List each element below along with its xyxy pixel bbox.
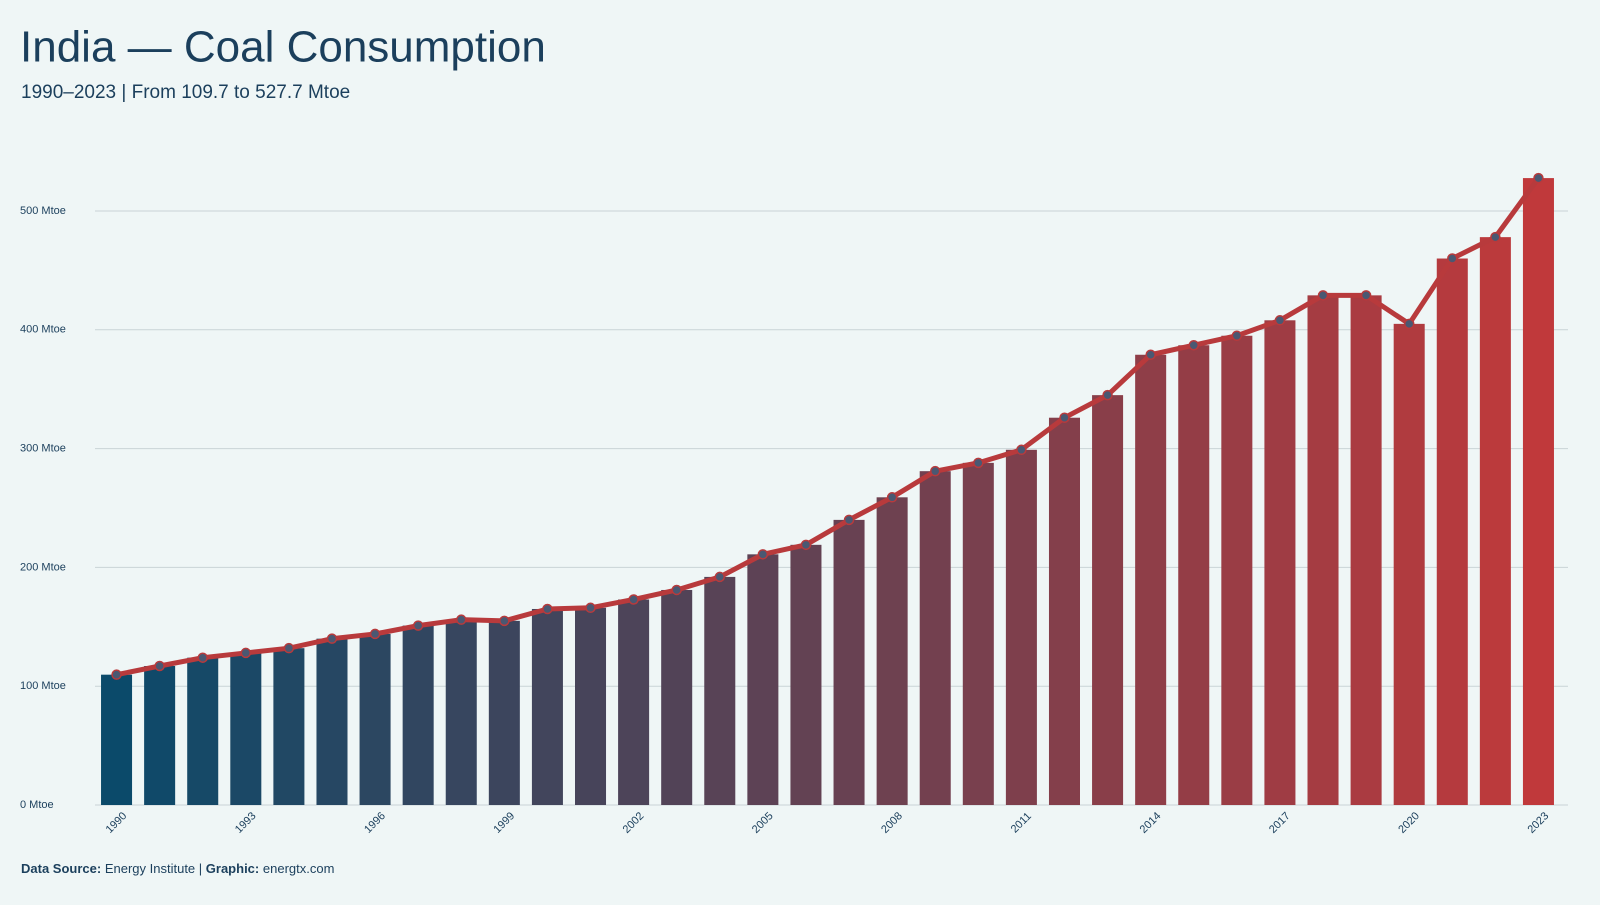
- bar: [1048, 417, 1080, 805]
- bar: [101, 674, 133, 805]
- x-tick-label: 2017: [1267, 810, 1293, 836]
- bar: [704, 576, 736, 805]
- bar: [833, 519, 865, 805]
- bar: [661, 589, 693, 805]
- bar: [1522, 178, 1554, 805]
- x-tick-label: 2020: [1396, 810, 1422, 836]
- graphic: energtx.com: [263, 861, 335, 876]
- x-tick-label: 1999: [491, 810, 517, 836]
- bar: [1005, 449, 1037, 805]
- bar: [273, 648, 305, 805]
- bar: [962, 462, 994, 805]
- x-tick-label: 2002: [621, 810, 647, 836]
- y-tick-label: 300 Mtoe: [20, 443, 66, 455]
- point: [542, 603, 553, 615]
- point: [757, 549, 769, 560]
- x-tick-label: 1996: [362, 810, 388, 836]
- source-label: Data Source:: [21, 861, 101, 876]
- y-tick-label: 0 Mtoe: [20, 799, 54, 811]
- point: [1231, 330, 1243, 341]
- y-tick-label: 100 Mtoe: [20, 680, 66, 692]
- point: [1188, 339, 1199, 351]
- x-tick-label: 2011: [1009, 810, 1034, 835]
- y-tick-label: 200 Mtoe: [20, 561, 66, 573]
- bar: [575, 607, 607, 805]
- graphic-label: Graphic:: [206, 861, 259, 876]
- point: [1360, 290, 1372, 301]
- point: [240, 647, 252, 659]
- point: [1145, 349, 1156, 360]
- point: [1403, 318, 1415, 330]
- footer: Data Source: Energy Institute | Graphic:…: [21, 861, 334, 876]
- bar: [1092, 395, 1124, 805]
- bar: [230, 652, 262, 805]
- point: [1274, 315, 1286, 326]
- point: [585, 602, 596, 614]
- bar: [919, 471, 951, 805]
- point: [154, 660, 165, 672]
- bar: [445, 619, 477, 805]
- point: [1533, 172, 1544, 184]
- bar: [618, 599, 650, 805]
- bar: [359, 633, 391, 805]
- point: [1490, 231, 1501, 243]
- source: Energy Institute |: [105, 861, 202, 876]
- point: [671, 584, 682, 596]
- bar: [187, 657, 219, 805]
- bar: [1393, 323, 1425, 805]
- point: [1016, 444, 1027, 456]
- trend-line: [116, 176, 1541, 678]
- bar: [1178, 345, 1210, 805]
- bar: [1307, 295, 1339, 805]
- bar: [1350, 295, 1382, 805]
- point: [1059, 412, 1070, 423]
- bar: [488, 620, 520, 805]
- point: [197, 652, 208, 663]
- x-tick-label: 2005: [750, 810, 776, 836]
- point: [326, 633, 338, 644]
- point: [111, 669, 122, 680]
- bar: [876, 497, 908, 805]
- point: [800, 539, 812, 551]
- x-tick-label: 1993: [233, 810, 259, 836]
- bar: [144, 666, 176, 805]
- x-tick-label: 2014: [1138, 810, 1164, 836]
- x-tick-label: 2023: [1525, 810, 1551, 836]
- bar: [1221, 335, 1253, 805]
- chart-subtitle: 1990–2023 | From 109.7 to 527.7 Mtoe: [21, 82, 350, 103]
- x-tick-label: 1990: [104, 810, 130, 836]
- point: [283, 642, 295, 654]
- bar: [531, 608, 563, 805]
- bar: [1436, 258, 1468, 805]
- point: [843, 514, 855, 526]
- point: [499, 615, 510, 627]
- point: [1102, 389, 1113, 401]
- point: [412, 620, 424, 631]
- point: [456, 614, 467, 625]
- bar: [1135, 354, 1167, 805]
- point: [886, 492, 898, 503]
- bar: [1479, 237, 1511, 806]
- point: [973, 457, 984, 469]
- y-tick-label: 500 Mtoe: [20, 205, 66, 217]
- bar: [790, 544, 822, 805]
- chart-title: India — Coal Consumption: [20, 23, 546, 72]
- bar: [402, 625, 434, 805]
- point: [1317, 290, 1329, 301]
- point: [628, 594, 639, 605]
- point: [369, 628, 381, 640]
- bar: [747, 554, 779, 805]
- y-tick-label: 400 Mtoe: [20, 324, 66, 336]
- point: [929, 465, 941, 477]
- bar: [316, 638, 348, 805]
- x-tick-label: 2008: [879, 810, 905, 836]
- point: [1447, 253, 1458, 264]
- bar: [1264, 320, 1296, 805]
- point: [714, 571, 726, 583]
